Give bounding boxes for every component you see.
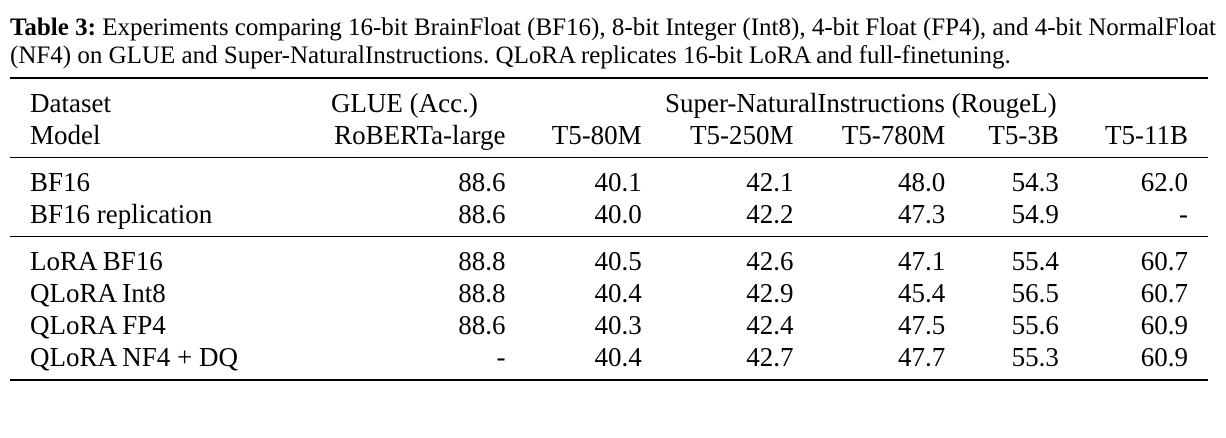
cell-value: 42.4 bbox=[746, 310, 794, 340]
cell-value: 47.5 bbox=[897, 310, 946, 340]
cell-value: 60.7 bbox=[1072, 236, 1208, 277]
cell-value: 47.1 bbox=[807, 236, 960, 277]
caption-label: Table 3: bbox=[10, 14, 96, 41]
header-sni: Super-NaturalInstructions (RougeL) bbox=[519, 77, 1208, 119]
cell-value: 54.3 bbox=[959, 157, 1073, 198]
header-col-t5-80m: T5-80M bbox=[551, 120, 642, 150]
cell-value: 88.8 bbox=[458, 278, 506, 308]
table-row: QLoRA FP4 88.6 40.3 42.4 47.5 55.6 60.9 bbox=[10, 309, 1208, 341]
cell-value: 42.6 bbox=[655, 236, 808, 277]
cell-value: 56.5 bbox=[1011, 278, 1059, 308]
header-row-model: Model RoBERTa-large T5-80M T5-250M T5-78… bbox=[10, 119, 1208, 158]
cell-value: 88.6 bbox=[458, 310, 506, 340]
results-table: Dataset GLUE (Acc.) Super-NaturalInstruc… bbox=[10, 77, 1208, 381]
cell-value: 62.0 bbox=[1072, 157, 1208, 198]
row-model-name: BF16 bbox=[10, 157, 290, 198]
cell-value: 60.9 bbox=[1140, 310, 1188, 340]
header-col-t5-11b: T5-11B bbox=[1105, 120, 1188, 150]
table-caption: Table 3: Experiments comparing 16-bit Br… bbox=[10, 14, 1216, 70]
cell-value: 40.4 bbox=[594, 278, 642, 308]
cell-value: 40.3 bbox=[594, 310, 642, 340]
cell-value: 40.0 bbox=[594, 199, 642, 229]
row-model-name: QLoRA Int8 bbox=[30, 278, 166, 308]
cell-value: 47.7 bbox=[807, 341, 960, 381]
cell-value: 42.1 bbox=[655, 157, 808, 198]
cell-value: 42.9 bbox=[746, 278, 794, 308]
cell-value: 88.8 bbox=[289, 236, 520, 277]
cell-value: 60.7 bbox=[1140, 278, 1188, 308]
cell-value: 40.5 bbox=[519, 236, 656, 277]
cell-value: 55.6 bbox=[1011, 310, 1059, 340]
cell-value: 45.4 bbox=[897, 278, 946, 308]
cell-value: 55.3 bbox=[959, 341, 1073, 381]
table-row: QLoRA NF4 + DQ - 40.4 42.7 47.7 55.3 60.… bbox=[10, 341, 1208, 381]
cell-value: 42.2 bbox=[746, 199, 794, 229]
cell-value: 55.4 bbox=[959, 236, 1073, 277]
cell-value: - bbox=[289, 341, 520, 381]
header-col-t5-250m: T5-250M bbox=[689, 120, 794, 150]
header-glue: GLUE (Acc.) bbox=[289, 77, 520, 119]
row-model-name: QLoRA FP4 bbox=[30, 310, 166, 340]
header-col-t5-780m: T5-780M bbox=[841, 120, 946, 150]
table-row: QLoRA Int8 88.8 40.4 42.9 45.4 56.5 60.7 bbox=[10, 277, 1208, 309]
cell-value: - bbox=[1179, 199, 1188, 229]
table-row: BF16 88.6 40.1 42.1 48.0 54.3 62.0 bbox=[10, 157, 1208, 198]
table-row: BF16 replication 88.6 40.0 42.2 47.3 54.… bbox=[10, 198, 1208, 237]
cell-value: 47.3 bbox=[897, 199, 946, 229]
cell-value: 88.6 bbox=[458, 199, 506, 229]
row-model-name: BF16 replication bbox=[30, 199, 213, 229]
header-model: Model bbox=[30, 120, 101, 150]
cell-value: 42.7 bbox=[655, 341, 808, 381]
cell-value: 54.9 bbox=[1011, 199, 1059, 229]
cell-value: 48.0 bbox=[807, 157, 960, 198]
cell-value: 88.6 bbox=[289, 157, 520, 198]
row-model-name: QLoRA NF4 + DQ bbox=[10, 341, 290, 381]
table-row: LoRA BF16 88.8 40.5 42.6 47.1 55.4 60.7 bbox=[10, 236, 1208, 277]
row-model-name: LoRA BF16 bbox=[10, 236, 290, 277]
header-col-t5-3b: T5-3B bbox=[988, 120, 1059, 150]
cell-value: 40.1 bbox=[519, 157, 656, 198]
header-col-roberta: RoBERTa-large bbox=[334, 120, 506, 150]
cell-value: 40.4 bbox=[519, 341, 656, 381]
header-dataset: Dataset bbox=[10, 77, 290, 119]
header-row-dataset: Dataset GLUE (Acc.) Super-NaturalInstruc… bbox=[10, 77, 1208, 119]
caption-text: Experiments comparing 16-bit BrainFloat … bbox=[10, 14, 1217, 69]
cell-value: 60.9 bbox=[1072, 341, 1208, 381]
